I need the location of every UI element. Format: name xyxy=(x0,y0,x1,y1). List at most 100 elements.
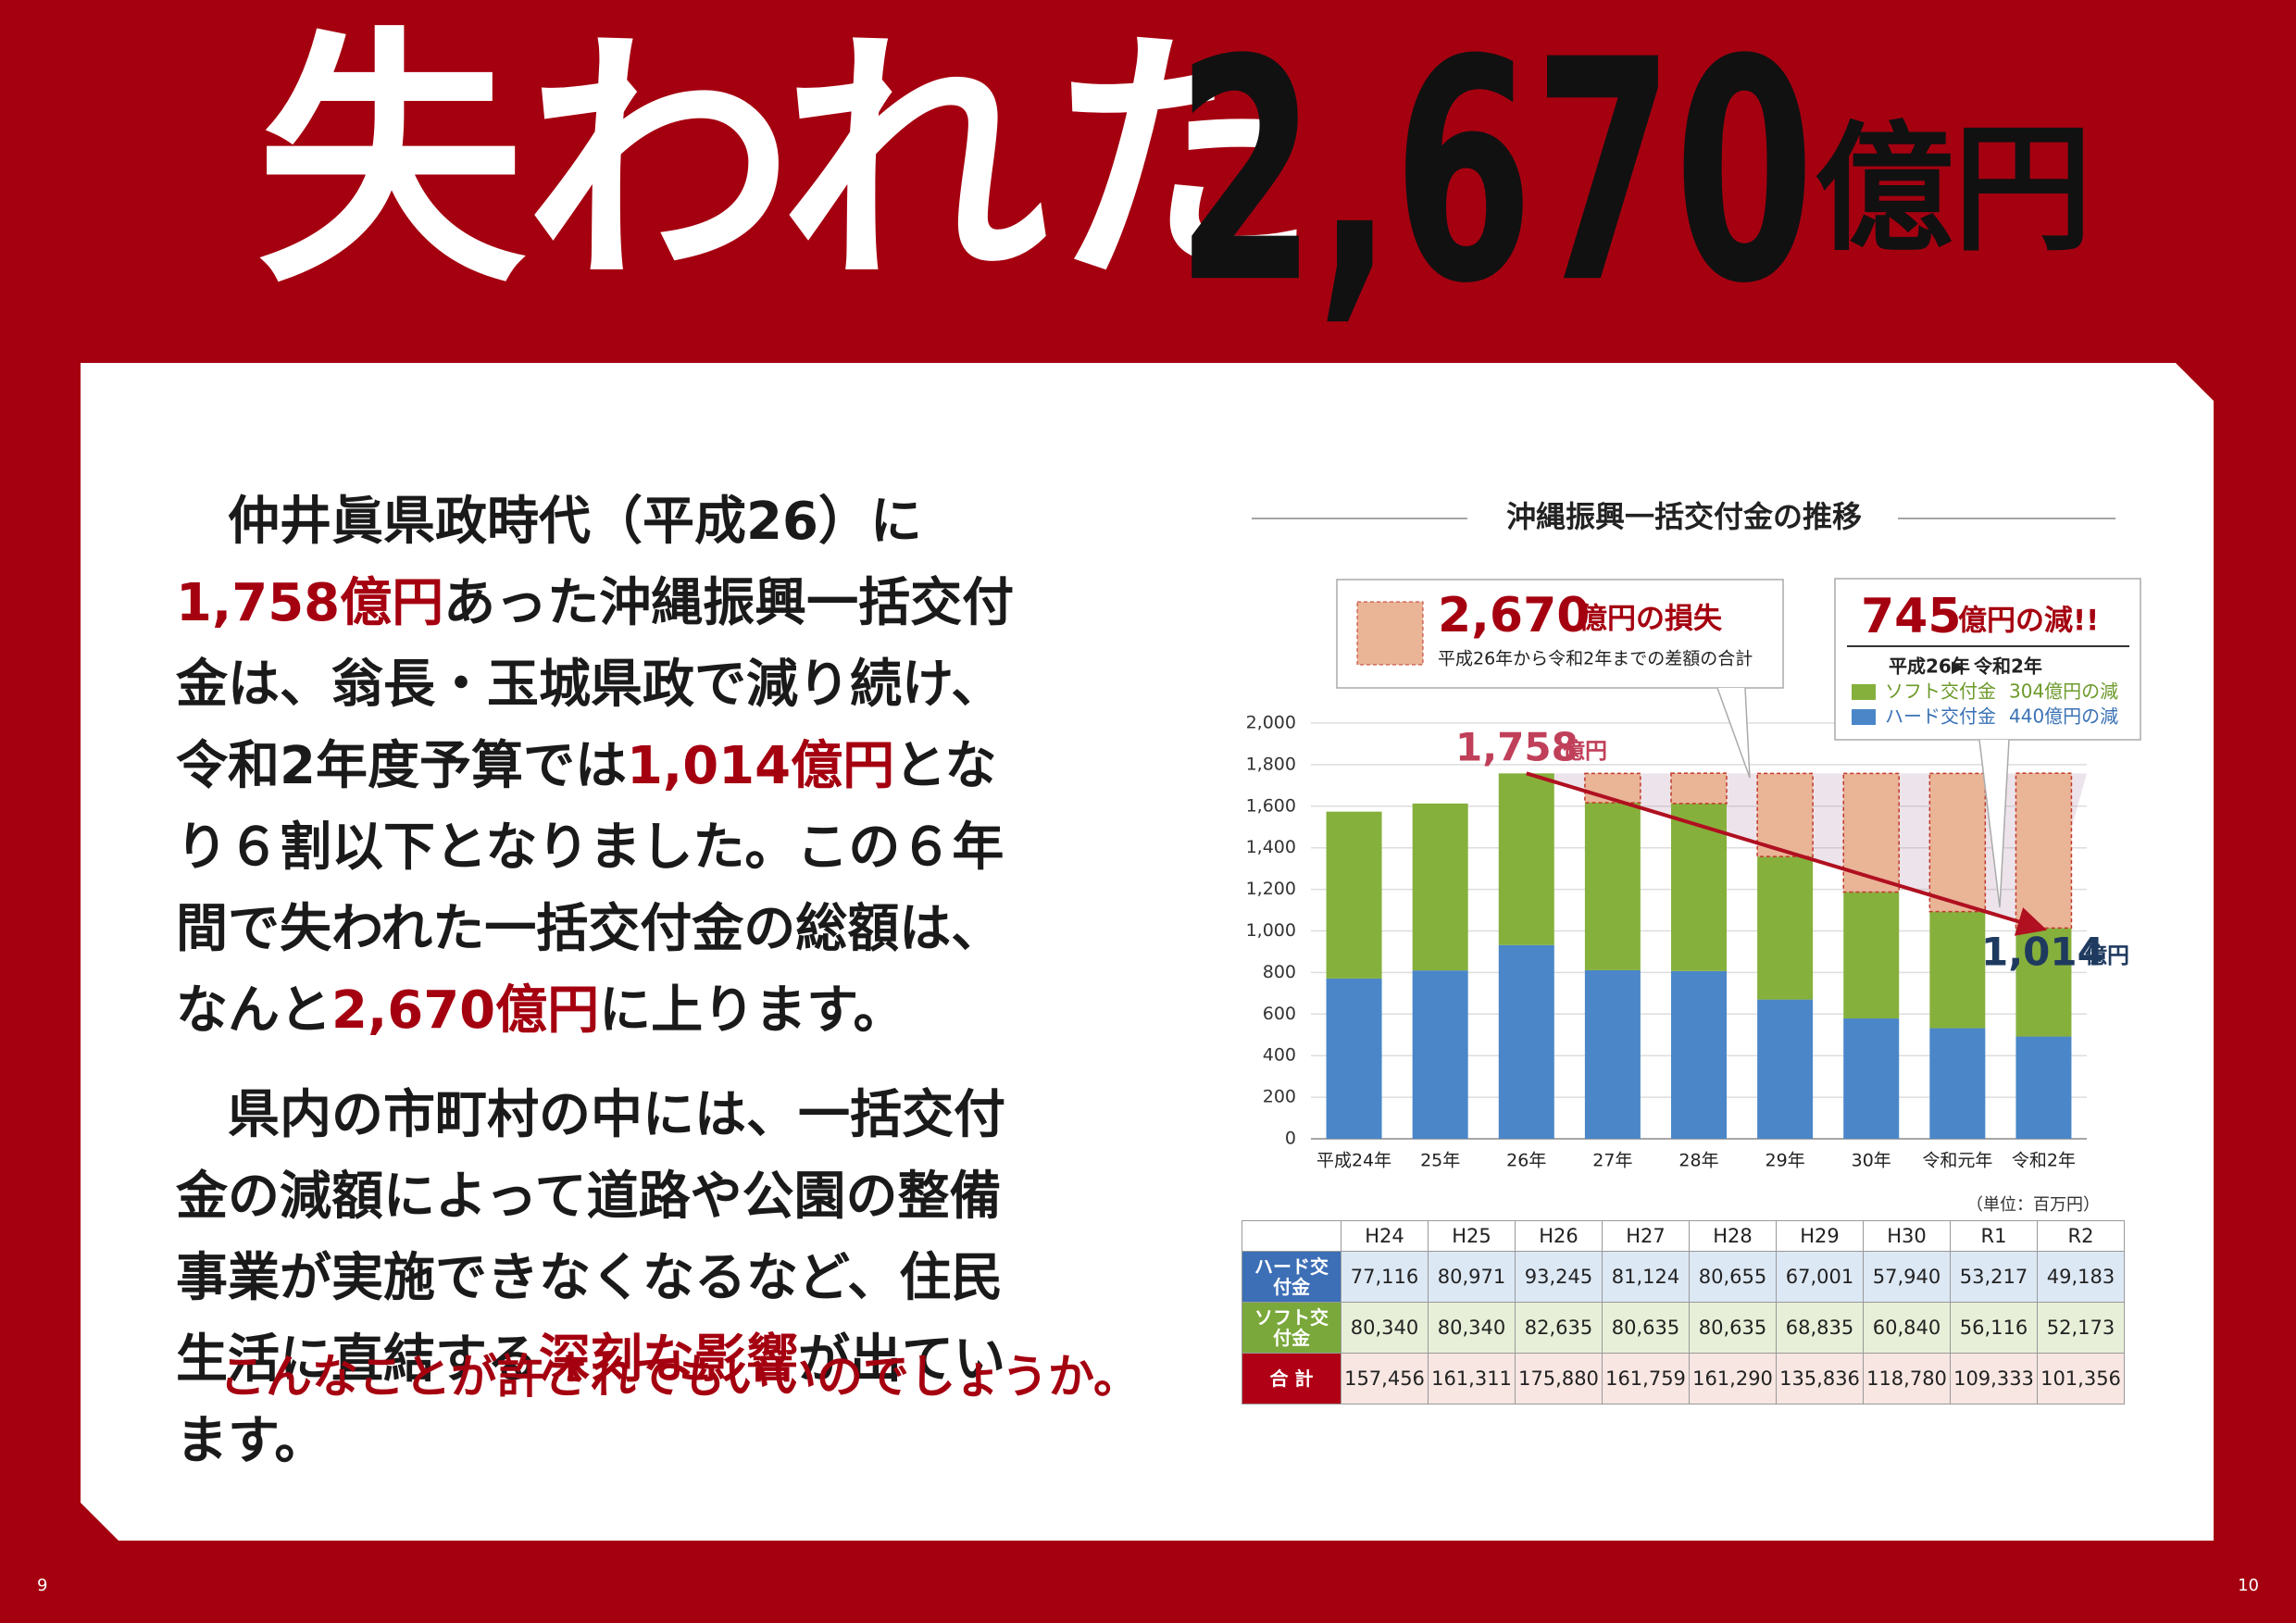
callout-box xyxy=(1834,578,2141,741)
bar xyxy=(1671,803,1727,971)
callout-number: 2,670 xyxy=(1438,588,1590,643)
legend-label: ハード交付金 xyxy=(1885,705,1996,728)
y-tick-label: 0 xyxy=(1285,1129,1296,1149)
column-header: H30 xyxy=(1863,1220,1951,1252)
y-tick-label: 400 xyxy=(1263,1045,1296,1066)
bar xyxy=(1843,892,1900,1019)
table-cell: 93,245 xyxy=(1515,1251,1603,1303)
callout-number: 745 xyxy=(1861,589,1962,644)
table-cell: 77,116 xyxy=(1341,1251,1429,1303)
column-header: H24 xyxy=(1341,1220,1429,1252)
bar xyxy=(1843,1018,1900,1139)
text-run: 仲井眞県政時代（平成26）に xyxy=(228,492,922,552)
title-left: 失われた xyxy=(256,4,1317,318)
arrow-glyph: ▶ xyxy=(1952,657,1965,677)
text-run: が出ています。 xyxy=(176,1330,1005,1471)
table-cell: 161,290 xyxy=(1689,1353,1777,1405)
bar xyxy=(1756,772,1814,857)
x-tick-label: 30年 xyxy=(1852,1151,1891,1171)
table-row: ソフト交付金 80,340 80,340 82,635 80,635 80,635 68,8… xyxy=(1242,1302,2125,1354)
annotation: 億円 xyxy=(1563,738,1607,764)
x-tick-label: 令和2年 xyxy=(2012,1151,2076,1171)
title-unit: 億円 xyxy=(1815,109,2092,270)
table-cell: 80,340 xyxy=(1341,1302,1429,1354)
bar xyxy=(1412,970,1468,1139)
table-row: ハード交付金 77,116 80,971 93,245 81,124 80,655 67,0… xyxy=(1242,1251,2125,1303)
table-cell: 60,840 xyxy=(1863,1302,1951,1354)
emphasis: 2,670億円 xyxy=(331,980,600,1041)
emphasis: 1,014億円 xyxy=(626,736,895,796)
row-header: 合 計 xyxy=(1242,1353,1341,1405)
emphasis: 1,758億円 xyxy=(176,573,444,633)
bar xyxy=(1498,773,1554,945)
bar xyxy=(1928,772,1987,913)
y-tick-label: 600 xyxy=(1263,1004,1296,1024)
table-cell: 80,635 xyxy=(1602,1302,1690,1354)
column-header: R2 xyxy=(2037,1220,2125,1252)
bar xyxy=(1671,970,1727,1139)
table-cell: 67,001 xyxy=(1776,1251,1864,1303)
y-tick-label: 2,000 xyxy=(1246,713,1296,733)
table-cell: 135,836 xyxy=(1776,1353,1864,1405)
annotation: 1,014 xyxy=(1981,930,2104,975)
table-cell: 157,456 xyxy=(1341,1353,1429,1405)
table-cell: 56,116 xyxy=(1950,1302,2038,1354)
bar xyxy=(1584,969,1641,1139)
x-tick-label: 25年 xyxy=(1420,1151,1460,1171)
callout-text: 億円の減!! xyxy=(1958,605,2099,638)
period: 平成26年 xyxy=(1889,655,1970,678)
y-tick-label: 1,800 xyxy=(1246,754,1296,774)
closing-text: こんなことが許されてもいいのでしょうか。 xyxy=(219,1350,1140,1404)
page-number: 9 xyxy=(37,1576,47,1595)
data-table: H24 H25 H26 H27 H28 H29 H30 R1 R2 ハード交付金 77,116 80,… xyxy=(1242,1220,2125,1405)
bar xyxy=(1842,772,1900,893)
table-header-row: H24 H25 H26 H27 H28 H29 H30 R1 R2 xyxy=(1242,1220,2125,1252)
y-tick-label: 200 xyxy=(1263,1087,1296,1107)
emphasis: 深刻な影響 xyxy=(539,1330,798,1390)
table-cell: 68,835 xyxy=(1776,1302,1864,1354)
table-cell: 53,217 xyxy=(1950,1251,2038,1303)
bar xyxy=(1929,911,1986,1029)
y-tick-label: 800 xyxy=(1263,962,1296,982)
title-number: 2,670 xyxy=(1176,0,1815,350)
column-header: H29 xyxy=(1776,1220,1864,1252)
bar xyxy=(1757,999,1814,1139)
x-tick-label: 28年 xyxy=(1678,1151,1718,1171)
callout-pointer xyxy=(1978,739,2010,908)
x-tick-label: 29年 xyxy=(1766,1151,1805,1171)
legend-swatch xyxy=(1852,709,1876,725)
table-unit: （単位：百万円） xyxy=(1966,1195,2100,1215)
annotation: 1,758 xyxy=(1455,725,1578,770)
legend-value: 440億円の減 xyxy=(2009,705,2118,728)
bar xyxy=(2015,928,2072,1037)
callout-text: 億円の損失 xyxy=(1578,603,1723,636)
table-cell: 82,635 xyxy=(1515,1302,1603,1354)
callout-note: 平成26年から令和2年までの差額の合計 xyxy=(1438,649,1753,669)
table-cell: 109,333 xyxy=(1950,1353,2038,1405)
table-cell: 175,880 xyxy=(1515,1353,1603,1405)
table-cell: 101,356 xyxy=(2037,1353,2125,1405)
legend-value: 304億円の減 xyxy=(2009,680,2118,703)
row-header: ハード交付金 xyxy=(1242,1251,1341,1303)
table-cell: 57,940 xyxy=(1863,1251,1951,1303)
legend-label: ソフト交付金 xyxy=(1885,680,1996,703)
legend-swatch xyxy=(1852,684,1876,700)
page-number: 10 xyxy=(2238,1576,2259,1595)
x-tick-label: 令和元年 xyxy=(1922,1151,1992,1171)
bar xyxy=(1757,856,1814,1000)
y-tick-label: 1,400 xyxy=(1246,837,1296,857)
table-cell: 80,655 xyxy=(1689,1251,1777,1303)
table-corner xyxy=(1242,1220,1341,1252)
table-cell: 49,183 xyxy=(2037,1251,2125,1303)
table-cell: 80,971 xyxy=(1428,1251,1516,1303)
bar xyxy=(1584,802,1641,970)
column-header: H25 xyxy=(1428,1220,1516,1252)
column-header: H28 xyxy=(1689,1220,1777,1252)
paragraph: 仲井眞県政時代（平成26）に 1,758億円あった沖縄振興一括交付金は、翁長・玉城… xyxy=(176,481,1028,1052)
period: 令和2年 xyxy=(1974,655,2042,678)
column-header: H27 xyxy=(1602,1220,1690,1252)
y-tick-label: 1,200 xyxy=(1246,879,1296,899)
bar xyxy=(1326,978,1382,1139)
